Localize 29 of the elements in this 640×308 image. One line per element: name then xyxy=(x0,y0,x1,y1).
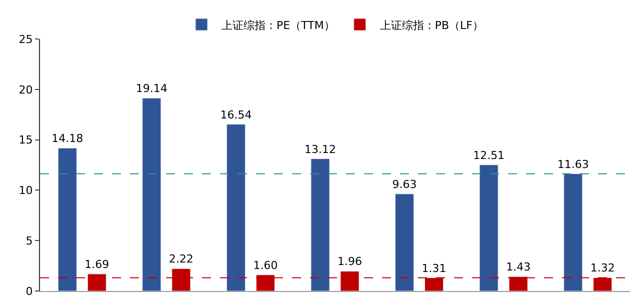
bar xyxy=(58,148,77,291)
y-tick-label: 15 xyxy=(18,134,33,147)
data-label: 14.18 xyxy=(52,132,84,146)
y-tick-label: 5 xyxy=(26,234,33,248)
data-label: 1.69 xyxy=(84,258,110,271)
data-label: 1.60 xyxy=(253,258,278,272)
y-tick-label: 25 xyxy=(18,32,33,46)
bar xyxy=(310,158,330,291)
y-tick-label: 20 xyxy=(18,83,33,96)
data-label: 13.12 xyxy=(304,142,336,156)
bar xyxy=(226,124,246,291)
data-label: 2.22 xyxy=(168,252,194,266)
legend-label: 上证综指：PB（LF） xyxy=(380,18,484,32)
legend-label: 上证综指：PE（TTM） xyxy=(222,18,335,32)
data-label: 1.31 xyxy=(422,262,446,275)
bar xyxy=(142,98,162,291)
data-label: 1.43 xyxy=(506,260,531,274)
data-label: 11.63 xyxy=(557,158,589,171)
data-label: 19.14 xyxy=(136,82,168,96)
data-label: 1.32 xyxy=(590,262,615,275)
bar xyxy=(564,174,583,291)
y-tick-label: 0 xyxy=(26,284,33,298)
data-label: 9.63 xyxy=(392,178,417,191)
data-label: 16.54 xyxy=(220,108,252,122)
bar xyxy=(479,164,498,291)
y-tick-label: 10 xyxy=(18,184,33,198)
data-label: 1.96 xyxy=(338,255,362,268)
data-label: 12.51 xyxy=(473,148,505,162)
bar xyxy=(395,194,414,291)
